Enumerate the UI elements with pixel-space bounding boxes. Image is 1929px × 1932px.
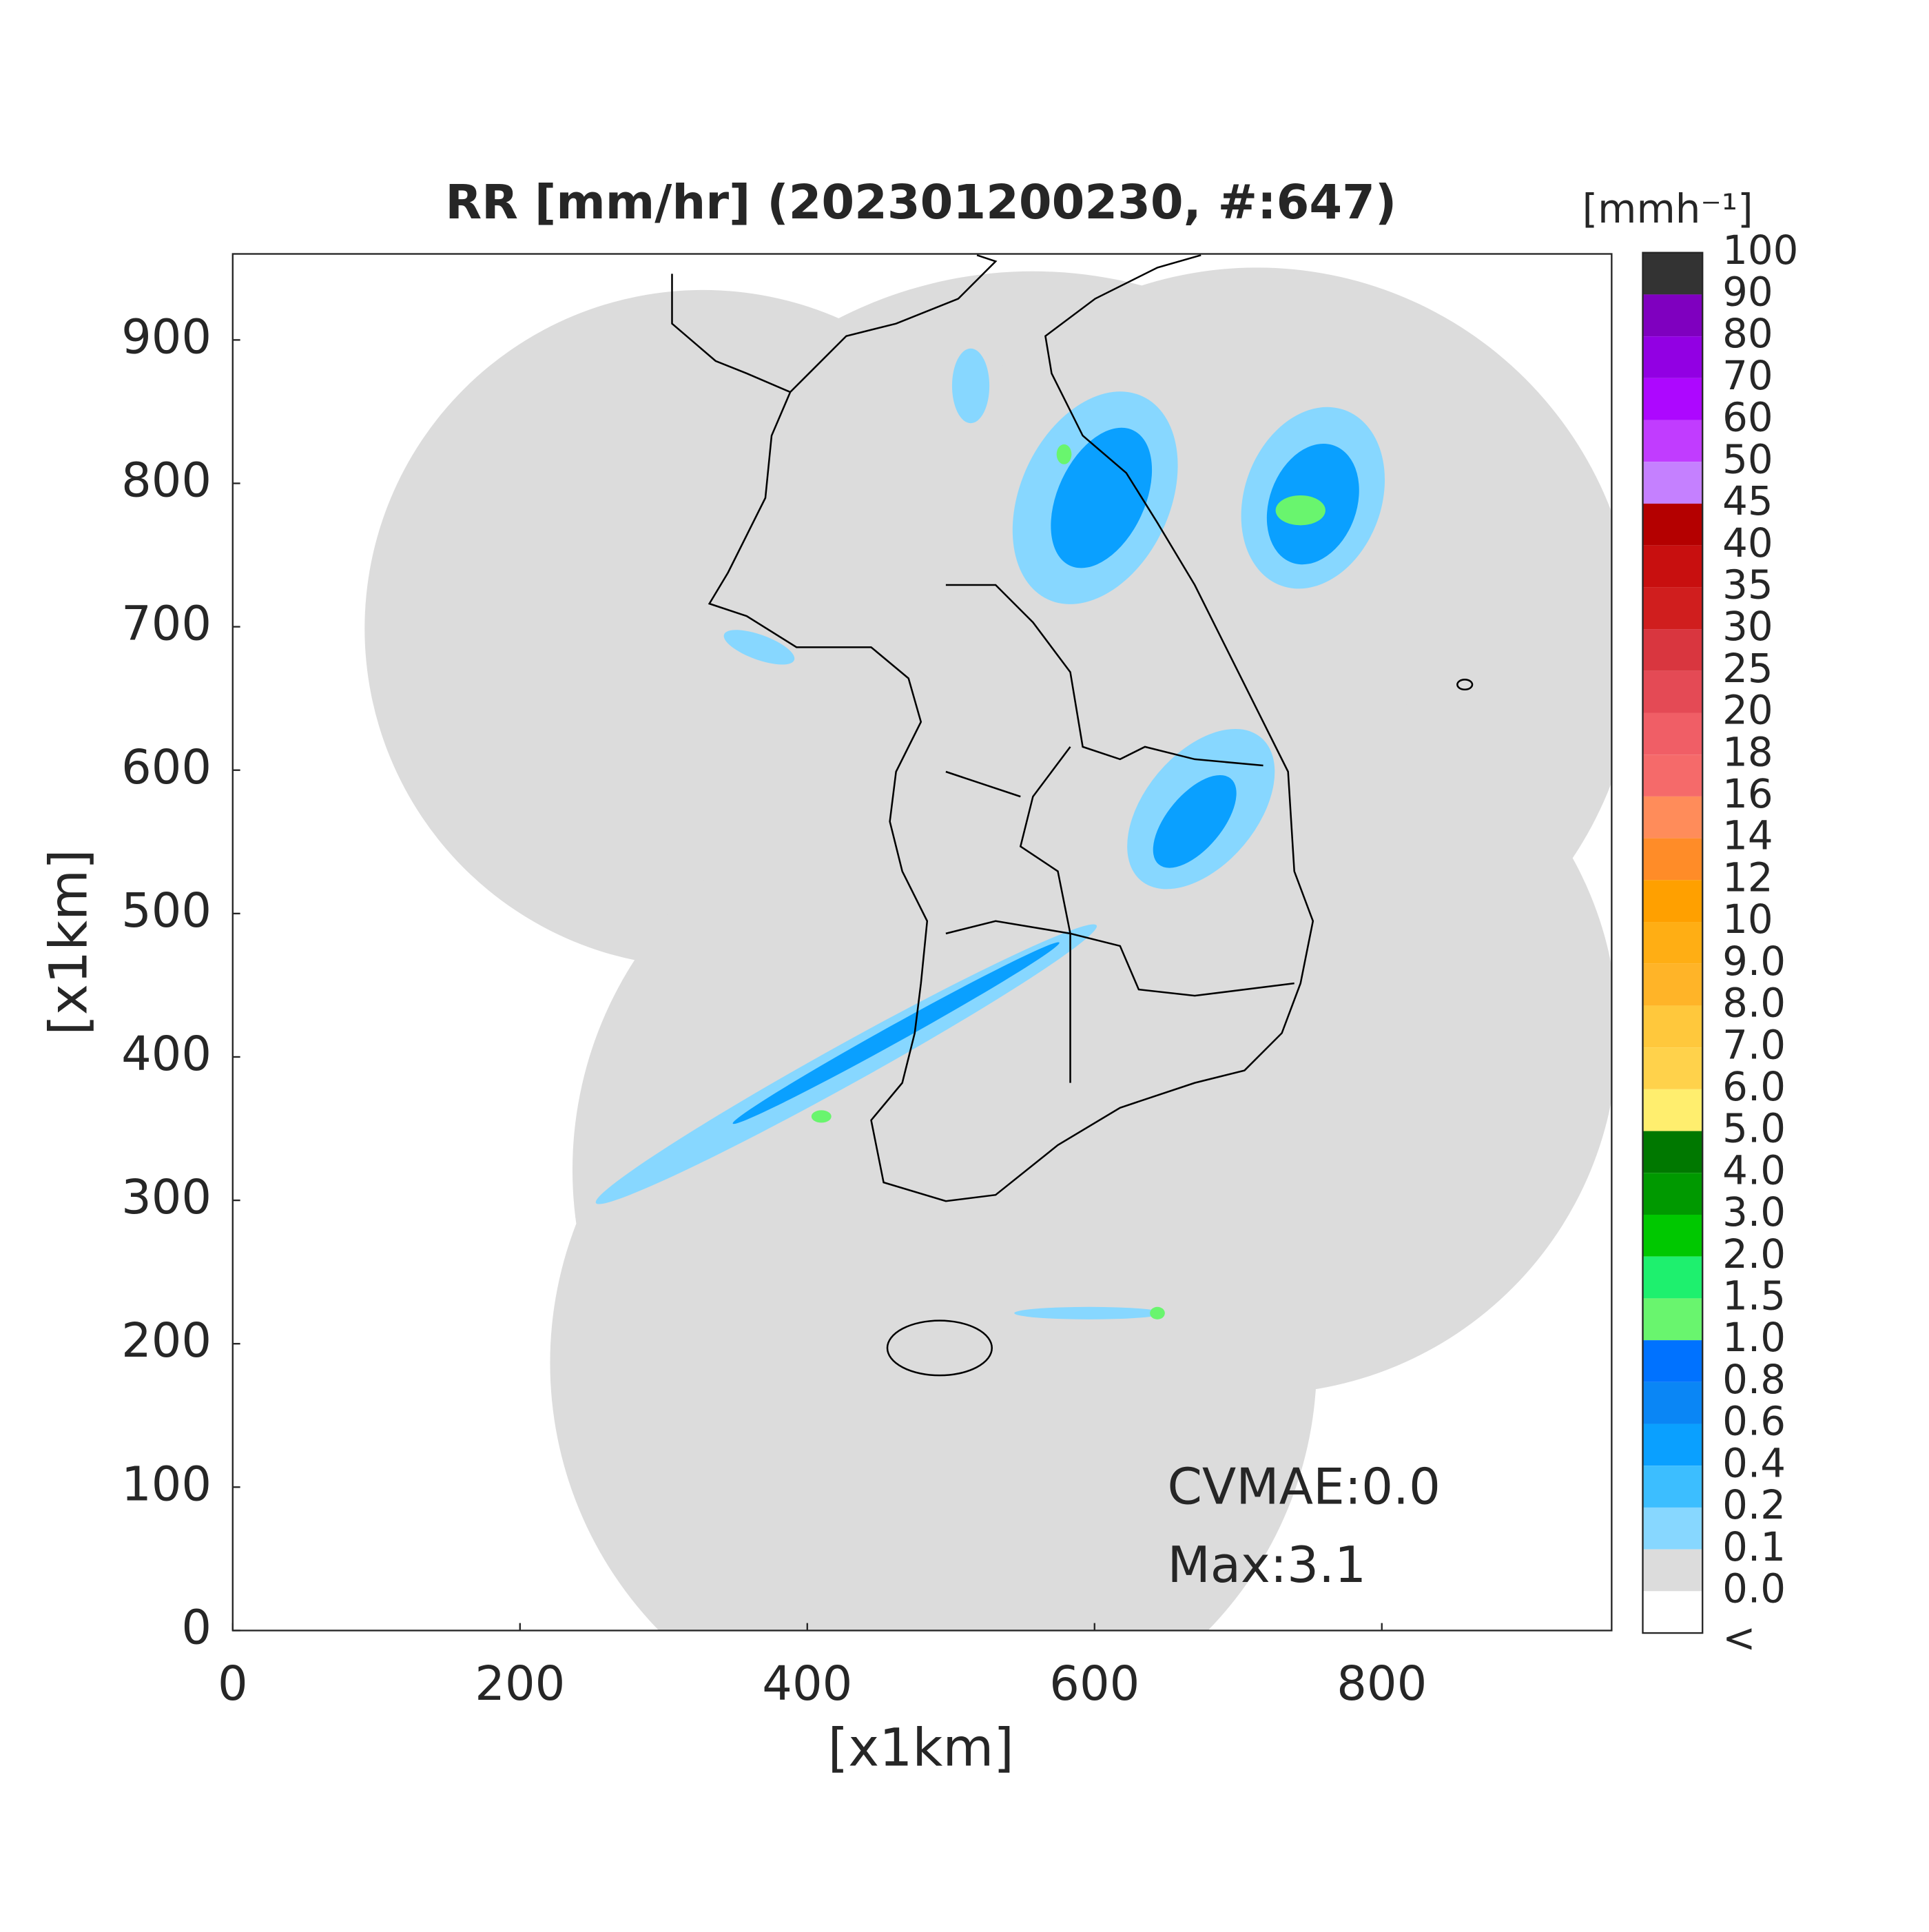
y-tick-label: 600 (121, 740, 212, 795)
x-tick-label: 800 (1337, 1656, 1427, 1712)
colorbar-tick-label: 9.0 (1722, 938, 1786, 985)
y-tick-label: 900 (121, 309, 212, 364)
y-tick-label: 700 (121, 597, 212, 652)
colorbar-band (1642, 838, 1703, 881)
y-tick-label: 100 (121, 1457, 212, 1512)
colorbar-band (1642, 1466, 1703, 1508)
colorbar-tick-label: 25 (1722, 645, 1773, 692)
colorbar-tick-label: 50 (1722, 435, 1773, 482)
colorbar-band (1642, 1424, 1703, 1466)
rain-echoes (595, 348, 1385, 1319)
y-tick-label: 0 (181, 1600, 212, 1655)
colorbar-tick-label: 14 (1722, 812, 1773, 859)
colorbar-tick-label: 16 (1722, 770, 1773, 817)
colorbar-tick-label: 80 (1722, 310, 1773, 357)
chart-title: RR [mm/hr] (202301200230, #:647) (445, 175, 1396, 230)
colorbar-band (1642, 462, 1703, 504)
colorbar-band (1642, 420, 1703, 462)
colorbar-tick-label: 0.6 (1722, 1398, 1786, 1445)
y-tick-label: 800 (121, 453, 212, 508)
colorbar-band (1642, 1298, 1703, 1341)
colorbar-frame (1642, 251, 1704, 1634)
colorbar-tick-label: 0.8 (1722, 1356, 1786, 1403)
colorbar-band (1642, 1131, 1703, 1173)
colorbar-band (1642, 1047, 1703, 1089)
colorbar-tick-label: 5.0 (1722, 1105, 1786, 1152)
colorbar-tick-label: 70 (1722, 352, 1773, 399)
y-tick-label: 400 (121, 1027, 212, 1082)
colorbar-tick-label: 20 (1722, 687, 1773, 734)
colorbar-tick-label: 90 (1722, 269, 1773, 316)
colorbar-tick-label: 10 (1722, 896, 1773, 943)
colorbar-band (1642, 1507, 1703, 1550)
colorbar-band (1642, 1591, 1703, 1634)
colorbar-tick-label: 7.0 (1722, 1021, 1786, 1068)
colorbar-band (1642, 378, 1703, 420)
colorbar-tick-label: 2.0 (1722, 1231, 1786, 1277)
colorbar-band (1642, 1173, 1703, 1215)
colorbar-band (1642, 1340, 1703, 1382)
colorbar-tick-label: 30 (1722, 603, 1773, 650)
y-tick-label: 300 (121, 1170, 212, 1225)
colorbar-tick-label: 3.0 (1722, 1189, 1786, 1235)
colorbar-band (1642, 1381, 1703, 1424)
colorbar-tick-label: 4.0 (1722, 1147, 1786, 1193)
colorbar-band (1642, 545, 1703, 588)
colorbar-band (1642, 1549, 1703, 1592)
colorbar-under-label: < (1722, 1614, 1755, 1661)
colorbar-band (1642, 294, 1703, 337)
colorbar-band (1642, 252, 1703, 295)
coastline (671, 254, 1474, 1377)
colorbar-tick-label: 12 (1722, 854, 1773, 901)
colorbar-tick-label: 40 (1722, 520, 1773, 566)
colorbar-band (1642, 796, 1703, 839)
x-tick-label: 600 (1049, 1656, 1139, 1712)
colorbar-tick-label: 0.4 (1722, 1439, 1786, 1486)
colorbar-band (1642, 963, 1703, 1006)
colorbar-tick-label: 35 (1722, 561, 1773, 608)
colorbar-tick-label: 60 (1722, 394, 1773, 441)
x-tick-label: 200 (475, 1656, 565, 1712)
y-axis-label: [x1km] (39, 849, 99, 1035)
colorbar-band (1642, 1089, 1703, 1131)
colorbar-band (1642, 587, 1703, 630)
colorbar-band (1642, 336, 1703, 378)
colorbar-band (1642, 1005, 1703, 1048)
colorbar-band (1642, 1214, 1703, 1257)
y-tick-label: 500 (121, 883, 212, 938)
colorbar-tick-label: 0.0 (1722, 1565, 1786, 1612)
axes-frame (231, 253, 1613, 1632)
colorbar-band (1642, 754, 1703, 797)
colorbar-label: [mmh⁻¹] (1582, 185, 1753, 232)
colorbar-tick-label: 0.1 (1722, 1523, 1786, 1570)
colorbar-tick-label: 0.2 (1722, 1481, 1786, 1528)
colorbar-tick-label: 8.0 (1722, 980, 1786, 1027)
annotation: Max:3.1 (1167, 1537, 1366, 1594)
y-tick-label: 200 (121, 1313, 212, 1368)
colorbar-band (1642, 922, 1703, 964)
x-axis-label: [x1km] (828, 1718, 1014, 1778)
colorbar-band (1642, 712, 1703, 755)
colorbar-band (1642, 880, 1703, 923)
colorbar-band (1642, 1256, 1703, 1299)
radar-coverage (364, 254, 1612, 1631)
colorbar-tick-label: 18 (1722, 728, 1773, 775)
colorbar-band (1642, 629, 1703, 671)
colorbar-tick-label: 6.0 (1722, 1063, 1786, 1110)
x-tick-label: 0 (218, 1656, 248, 1712)
colorbar-tick-label: 1.0 (1722, 1314, 1786, 1361)
colorbar-tick-label: 1.5 (1722, 1273, 1786, 1319)
x-tick-label: 400 (762, 1656, 852, 1712)
colorbar-band (1642, 670, 1703, 713)
colorbar-tick-label: 45 (1722, 477, 1773, 524)
annotation: CVMAE:0.0 (1167, 1458, 1441, 1516)
colorbar-band (1642, 503, 1703, 546)
colorbar-tick-label: 100 (1722, 227, 1798, 274)
